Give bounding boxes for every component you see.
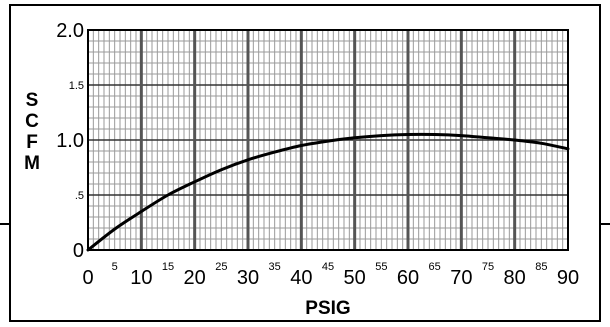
x-tick-label: 20 (184, 267, 206, 289)
y-axis-title-letter: C (25, 111, 39, 132)
y-tick-label: 0 (73, 240, 84, 262)
x-tick-label-minor: 5 (112, 261, 118, 273)
series-group (86, 132, 570, 252)
y-axis-title-letter: M (24, 153, 40, 174)
left-edge-rule (0, 223, 9, 225)
chart-frame (9, 4, 601, 322)
plot-border (87, 29, 569, 251)
x-tick-label: 0 (82, 267, 93, 289)
x-tick-label: 70 (450, 267, 472, 289)
x-tick-label: 50 (344, 267, 366, 289)
x-tick-label: 60 (397, 267, 419, 289)
x-tick-label-minor: 65 (429, 261, 441, 273)
x-tick-label-minor: 25 (215, 261, 227, 273)
x-axis-title: PSIG (305, 298, 350, 319)
x-tick-label: 10 (130, 267, 152, 289)
x-tick-label-minor: 15 (162, 261, 174, 273)
x-tick-label-minor: 45 (322, 261, 334, 273)
y-tick-label: 2.0 (56, 20, 84, 42)
x-tick-labels: 0 10 20 30 40 50 60 70 80 90 5 15 25 35 45 55 65 75 85 (82, 261, 579, 289)
x-tick-label: 30 (237, 267, 259, 289)
right-edge-rule (601, 223, 610, 225)
y-tick-label: 1.5 (69, 80, 84, 92)
y-axis-title-letter: F (26, 132, 38, 153)
major-grid (88, 30, 568, 250)
y-tick-labels: 0 .5 1.0 1.5 2.0 (56, 20, 84, 262)
x-tick-label: 80 (504, 267, 526, 289)
y-tick-label: 1.0 (56, 130, 84, 152)
x-tick-label-minor: 35 (269, 261, 281, 273)
y-axis-title-letter: S (26, 90, 39, 111)
x-tick-label-minor: 85 (535, 261, 547, 273)
series-line (86, 132, 570, 252)
x-tick-label: 40 (290, 267, 312, 289)
y-tick-label: .5 (75, 190, 84, 202)
x-tick-label-minor: 55 (375, 261, 387, 273)
x-tick-label-minor: 75 (482, 261, 494, 273)
x-tick-label: 90 (557, 267, 579, 289)
